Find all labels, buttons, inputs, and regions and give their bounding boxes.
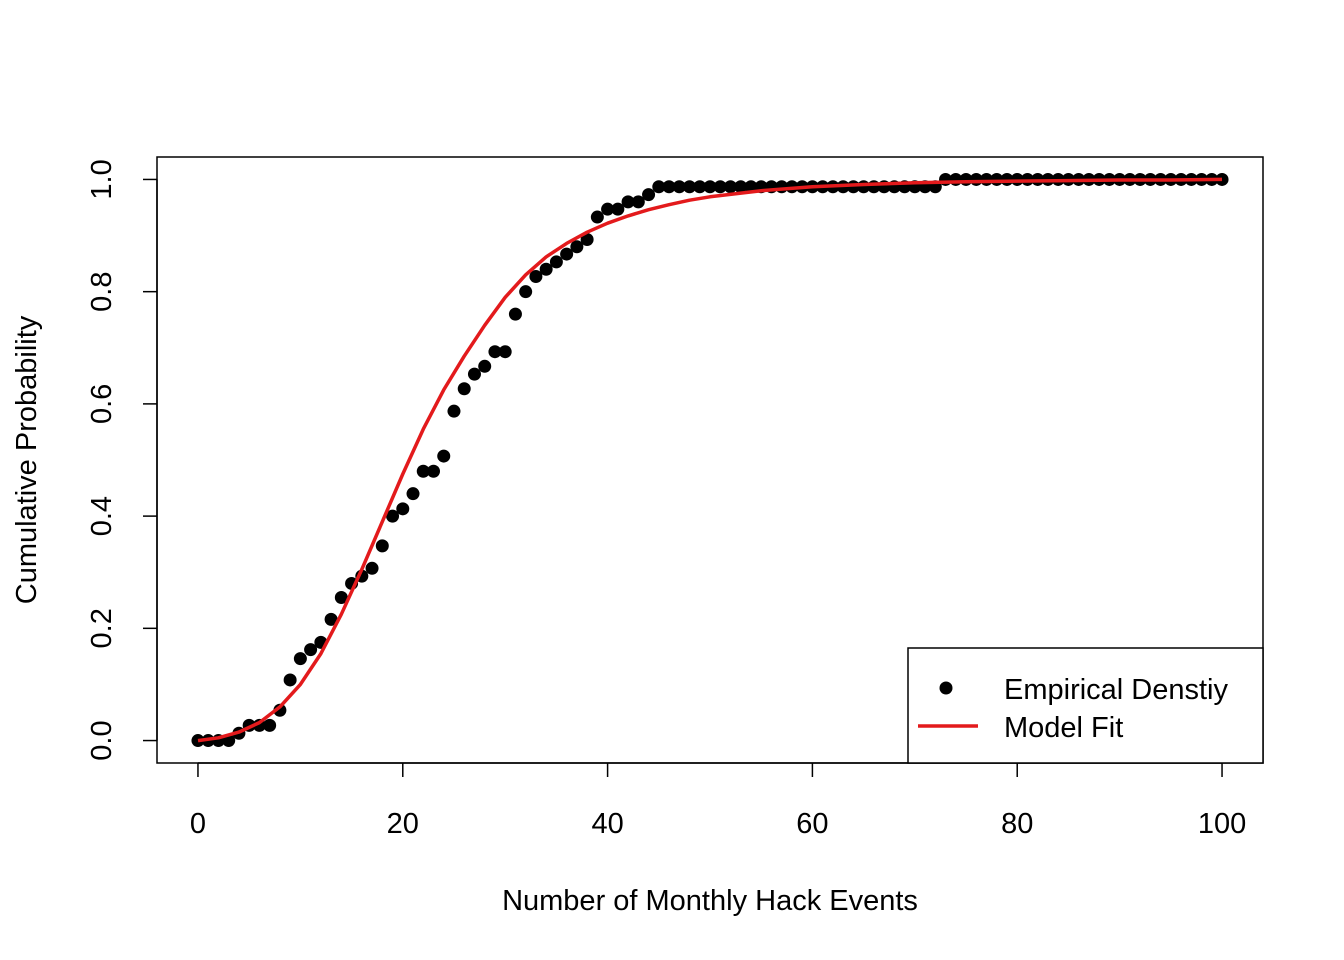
data-point [519, 285, 533, 299]
x-tick-label: 60 [796, 808, 828, 840]
data-point [416, 464, 430, 478]
x-axis-label: Number of Monthly Hack Events [502, 885, 918, 917]
y-tick-label: 0.6 [86, 384, 118, 424]
data-point [334, 590, 348, 604]
data-point [580, 232, 594, 246]
data-point [283, 673, 297, 687]
legend-label-model: Model Fit [1004, 712, 1123, 744]
y-tick-label: 0.8 [86, 272, 118, 312]
legend-point-marker [939, 681, 953, 695]
y-axis-label: Cumulative Probability [11, 315, 43, 604]
data-point [662, 180, 676, 194]
data-point [457, 382, 471, 396]
data-point [672, 180, 686, 194]
x-tick-label: 40 [591, 808, 623, 840]
data-point [263, 718, 277, 732]
data-point [590, 210, 604, 224]
data-point [498, 345, 512, 359]
data-point [191, 734, 205, 748]
x-tick-label: 20 [387, 808, 419, 840]
data-point [488, 345, 502, 359]
data-point [478, 359, 492, 373]
y-tick-label: 0.0 [86, 720, 118, 760]
data-point [396, 502, 410, 516]
data-point [683, 180, 697, 194]
x-axis: 0 20 40 60 80 100 [190, 762, 1246, 840]
data-point [293, 652, 307, 666]
data-point [273, 703, 287, 717]
legend-label-empirical: Empirical Denstiy [1004, 674, 1228, 706]
data-point [324, 612, 338, 626]
data-point [601, 202, 615, 216]
data-point [406, 487, 420, 501]
data-point [570, 240, 584, 254]
data-point [437, 449, 451, 463]
data-point [611, 202, 625, 216]
x-tick-label: 80 [1001, 808, 1033, 840]
data-point [1215, 172, 1229, 186]
y-axis: 0.0 0.2 0.4 0.6 0.8 1.0 [86, 159, 158, 761]
data-point [467, 367, 481, 381]
y-tick-label: 0.4 [86, 496, 118, 536]
y-tick-label: 0.2 [86, 608, 118, 648]
data-point [427, 464, 440, 478]
data-point [703, 180, 717, 194]
data-point [713, 180, 727, 194]
data-point [539, 262, 553, 276]
data-point [529, 270, 543, 284]
data-point [549, 255, 563, 269]
legend: Empirical Denstiy Model Fit [907, 647, 1264, 764]
data-point [560, 247, 574, 261]
data-point [447, 404, 461, 418]
data-point [642, 188, 656, 202]
data-point [375, 539, 389, 553]
data-point [631, 195, 645, 209]
data-point [508, 307, 522, 321]
data-point [386, 509, 400, 523]
data-point [365, 561, 379, 575]
data-point [693, 180, 707, 194]
model-fit-path [197, 177, 1223, 743]
model-fit-line [197, 177, 1223, 743]
data-point [652, 180, 666, 194]
x-tick-label: 100 [1198, 808, 1246, 840]
data-point [734, 180, 748, 194]
data-point [723, 180, 737, 194]
data-point [304, 643, 318, 657]
y-tick-label: 1.0 [86, 159, 118, 199]
legend-box [907, 647, 1264, 764]
x-tick-label: 0 [190, 808, 206, 840]
data-point [621, 195, 635, 209]
